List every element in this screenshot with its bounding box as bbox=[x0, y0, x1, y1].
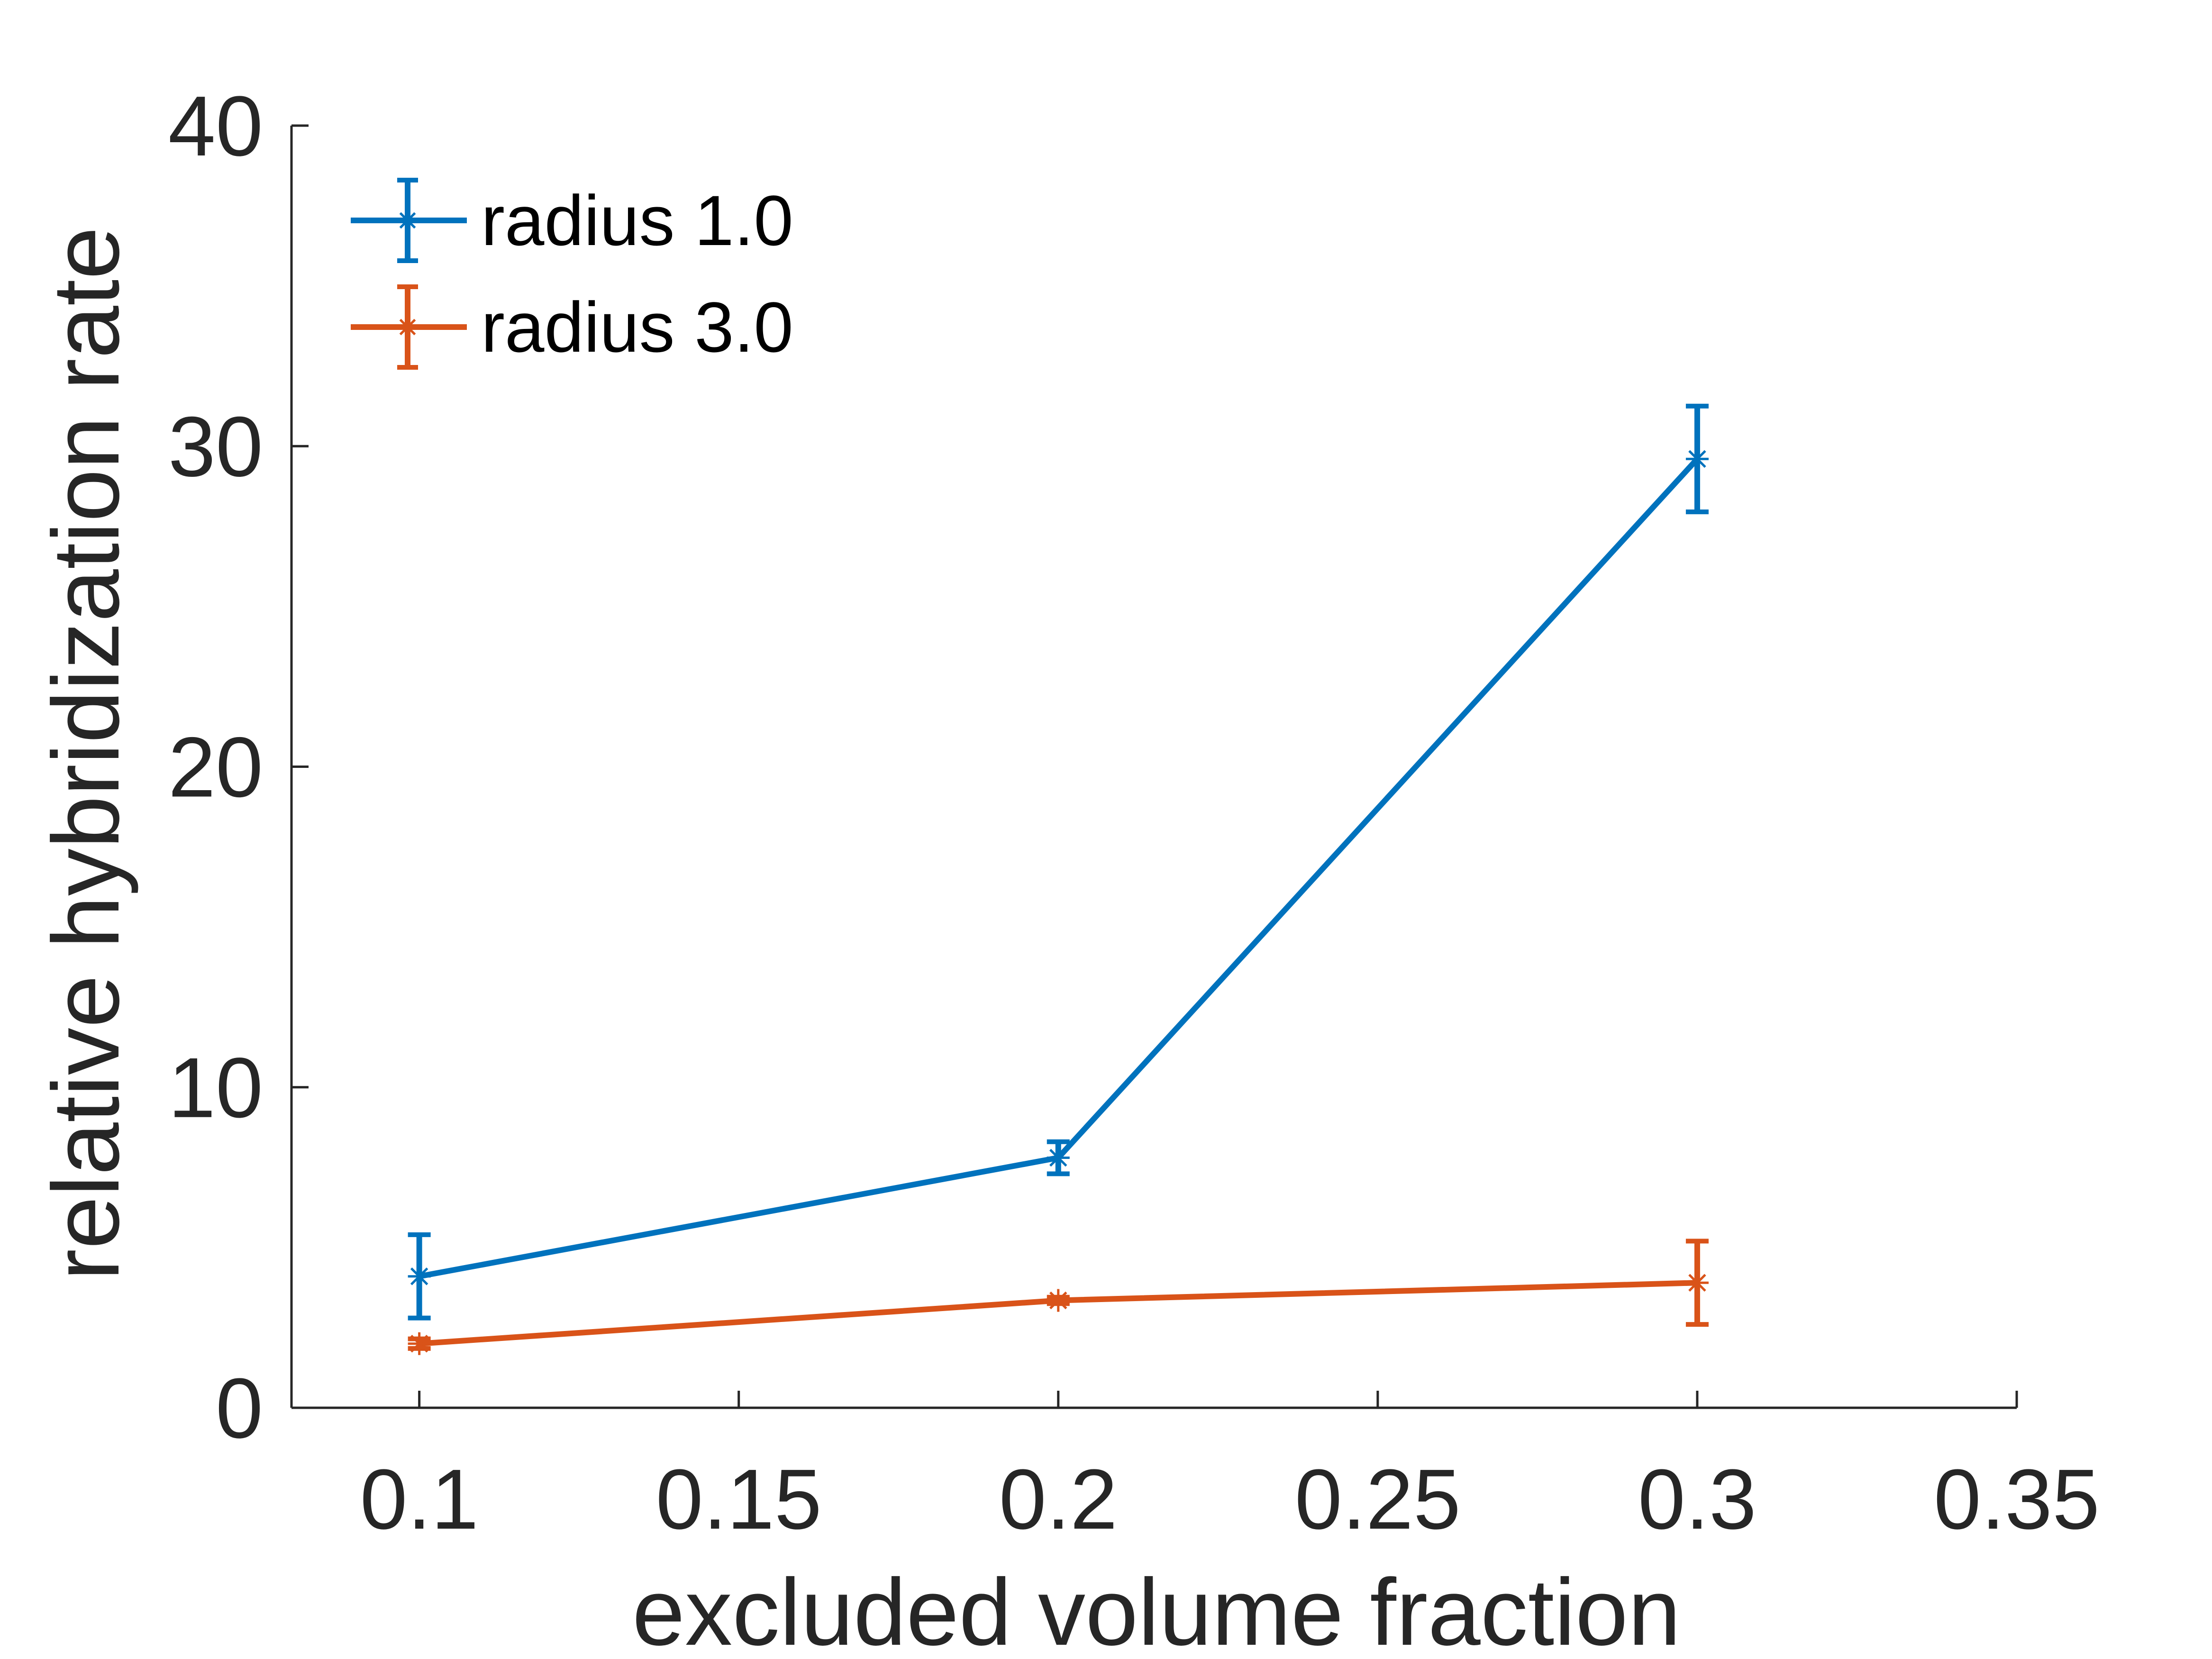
marker-stroke bbox=[1049, 1149, 1067, 1167]
legend-label: radius 3.0 bbox=[481, 287, 793, 367]
x-tick-label: 0.3 bbox=[1638, 1452, 1757, 1547]
legend-marker bbox=[397, 210, 418, 231]
y-tick-label: 0 bbox=[216, 1361, 263, 1456]
y-tick-label: 30 bbox=[168, 399, 263, 494]
series-layer bbox=[408, 403, 1709, 1355]
x-tick-label: 0.25 bbox=[1295, 1452, 1461, 1547]
x-axis-title: excluded volume fraction bbox=[632, 1559, 1681, 1659]
data-point bbox=[1047, 1289, 1070, 1312]
x-tick-label: 0.1 bbox=[360, 1452, 479, 1547]
y-tick-label: 10 bbox=[168, 1040, 263, 1136]
data-point bbox=[1685, 1271, 1709, 1294]
legend-label: radius 1.0 bbox=[481, 181, 793, 260]
x-tick-label: 0.2 bbox=[999, 1452, 1118, 1547]
data-point bbox=[1685, 447, 1709, 471]
marker-stroke bbox=[1688, 1274, 1706, 1292]
series-2 bbox=[408, 1239, 1709, 1355]
marker-stroke bbox=[410, 1335, 428, 1353]
ticks: 0.1 0.15 0.2 0.25 0.3 0.35 0 10 20 30 40 bbox=[168, 79, 2100, 1547]
marker-stroke bbox=[1049, 1291, 1067, 1310]
y-tick-label: 40 bbox=[168, 79, 263, 174]
legend: radius 1.0 radius 3.0 bbox=[351, 178, 793, 370]
data-point bbox=[1047, 1146, 1070, 1169]
y-tick-label: 20 bbox=[168, 720, 263, 815]
x-tick-label: 0.35 bbox=[1934, 1452, 2100, 1547]
legend-entry: radius 3.0 bbox=[351, 284, 793, 370]
marker-stroke bbox=[399, 319, 416, 336]
x-tick-label: 0.15 bbox=[656, 1452, 822, 1547]
series-1 bbox=[408, 403, 1709, 1321]
data-point bbox=[408, 1332, 431, 1355]
marker-stroke bbox=[1688, 450, 1706, 468]
marker-stroke bbox=[399, 212, 416, 229]
legend-marker bbox=[397, 317, 418, 337]
y-axis-title: relative hybridization rate bbox=[33, 227, 139, 1280]
legend-entry: radius 1.0 bbox=[351, 178, 793, 263]
marker-stroke bbox=[410, 1267, 428, 1285]
data-point bbox=[408, 1265, 431, 1288]
